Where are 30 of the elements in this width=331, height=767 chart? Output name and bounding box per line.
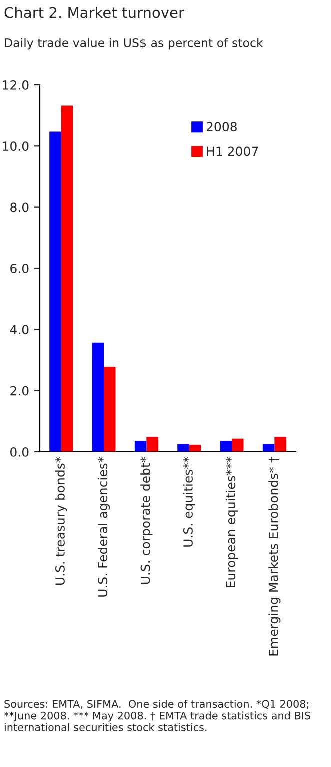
legend-label: 2008 [206,122,237,132]
bar [61,106,74,452]
y-tick-label: 12.0 [3,80,29,90]
bar [232,438,244,452]
legend-label: H1 2007 [207,146,258,156]
x-tick-label: U.S. corporate debt* [140,457,153,584]
bar [50,132,62,452]
bar [146,437,158,452]
bar [178,444,190,452]
x-tick-label: U.S. Federal agencies* [98,457,110,597]
source-note: Sources: EMTA, SIFMA. One side of transaction. *Q1 2008; **June 2008. *** May 2008. † EMTA trade statistics and BIS international securities stock statistics. [4,700,311,732]
bar [220,440,232,452]
y-tick-label: 2.0 [10,386,29,396]
bar [134,440,147,452]
y-tick-label: 0.0 [10,447,29,457]
y-tick-label: 8.0 [10,202,29,212]
y-tick-label: 4.0 [10,325,29,335]
bar [92,342,104,452]
bar [262,444,275,452]
y-tick-label: 6.0 [10,264,29,274]
chart-subtitle: Daily trade value in US$ as percent of stock [5,38,264,50]
bar [189,444,202,452]
x-tick-label: U.S. treasury bonds* [55,457,68,586]
bar [274,437,286,452]
x-tick-label: European equities*** [226,457,238,588]
y-tick-label: 10.0 [3,142,29,152]
chart-title: Chart 2. Market turnover [4,6,184,18]
x-tick-label: U.S. equities** [183,457,196,547]
x-tick-label: Emerging Markets Eurobonds* † [268,457,281,656]
bar [104,366,116,452]
